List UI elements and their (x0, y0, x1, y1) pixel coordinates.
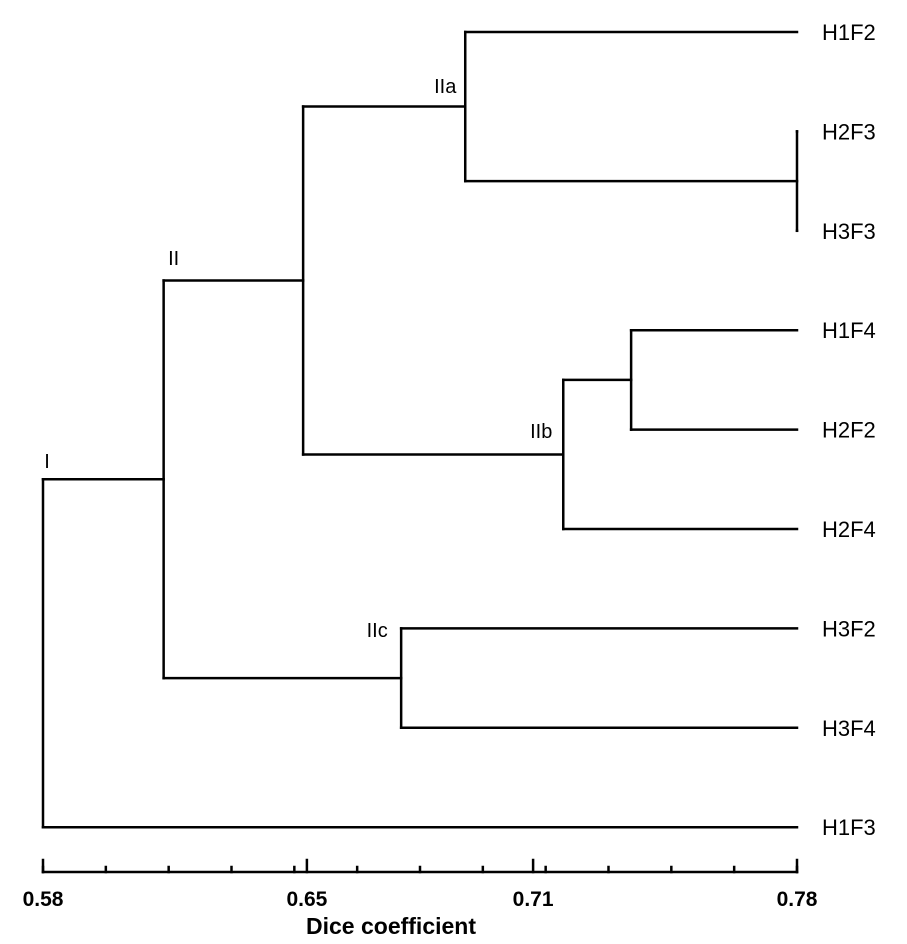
x-axis-tick-label: 0.71 (513, 888, 554, 911)
node-label-IIa: IIa (434, 76, 457, 98)
x-axis-tick-label: 0.58 (23, 888, 64, 911)
leaf-label-h3f4: H3F4 (822, 716, 876, 741)
leaf-label-h3f2: H3F2 (822, 616, 876, 641)
leaf-label-h2f2: H2F2 (822, 418, 876, 443)
leaf-labels: H1F2 H2F3 H3F3 H1F4 H2F2 H2F4 H3F2 H3F4 H1F3 (822, 20, 876, 840)
node-label-IIc: IIc (367, 620, 388, 642)
leaf-label-h1f4: H1F4 (822, 318, 876, 343)
x-axis-tick-label: 0.78 (777, 888, 818, 911)
node-label-II: II (168, 248, 179, 270)
leaf-label-h2f4: H2F4 (822, 517, 876, 542)
leaf-label-h2f3: H2F3 (822, 119, 876, 144)
dendrogram-edges (41, 30, 799, 829)
node-label-IIb: IIb (530, 421, 552, 443)
x-axis-tick-label: 0.65 (286, 888, 327, 911)
node-label-I: I (44, 451, 50, 473)
leaf-label-h3f3: H3F3 (822, 219, 876, 244)
x-axis-ticks: 0.58 0.65 0.71 0.78 (23, 858, 818, 911)
x-axis-title: Dice coefficient (306, 913, 476, 939)
x-axis: 0.58 0.65 0.71 0.78 Dice coefficient (23, 858, 818, 939)
leaf-label-h1f2: H1F2 (822, 20, 876, 45)
leaf-label-h1f3: H1F3 (822, 815, 876, 840)
